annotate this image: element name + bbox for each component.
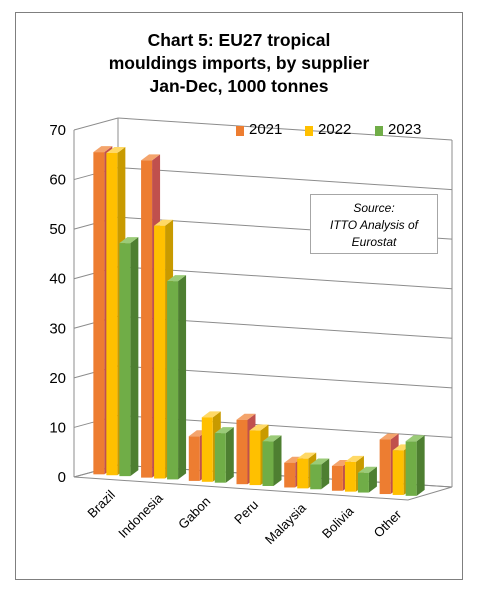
bar-top-brazil-2023 — [119, 237, 139, 244]
bar-peru-2023 — [262, 441, 274, 486]
bar-side-gabon-2023 — [225, 427, 234, 483]
bar-bolivia-2021 — [331, 465, 343, 491]
bar-other-2022 — [392, 450, 404, 495]
bar-side-malaysia-2023 — [321, 458, 330, 490]
bar-top-peru-2022 — [249, 424, 269, 431]
y-tick-label-10: 10 — [49, 419, 66, 436]
bar-top-indonesia-2021 — [141, 154, 161, 161]
bar-malaysia-2023 — [310, 464, 322, 490]
bar-bolivia-2022 — [344, 461, 356, 492]
category-label-peru: Peru — [231, 497, 261, 527]
source-line-1: Source: — [353, 201, 395, 215]
bar-side-brazil-2023 — [130, 237, 139, 477]
source-line-2: ITTO Analysis of — [329, 218, 419, 232]
legend-swatch-2021 — [236, 126, 244, 136]
bar-side-indonesia-2023 — [178, 275, 187, 480]
bar-top-indonesia-2022 — [154, 219, 174, 226]
bar-brazil-2021 — [93, 152, 105, 475]
gridline-40 — [117, 266, 453, 290]
bar-gabon-2023 — [214, 433, 226, 483]
category-label-malaysia: Malaysia — [262, 500, 309, 547]
bar-top-gabon-2023 — [214, 427, 234, 434]
legend-label-2022: 2022 — [318, 121, 352, 138]
bar-top-indonesia-2023 — [167, 275, 187, 282]
y-tick-label-0: 0 — [58, 469, 66, 486]
bar-top-gabon-2022 — [201, 411, 221, 418]
bar-top-other-2021 — [379, 433, 399, 440]
source-line-3: Eurostat — [351, 235, 397, 249]
bar-bolivia-2023 — [357, 472, 369, 493]
bar-side-bolivia-2023 — [368, 466, 377, 493]
gridline-60 — [117, 167, 453, 191]
source-annotation: Source: ITTO Analysis of Eurostat — [310, 194, 438, 254]
side-gridline-70 — [73, 117, 119, 131]
bar-side-other-2023 — [416, 435, 425, 496]
bar-top-peru-2023 — [262, 435, 282, 442]
bar-malaysia-2021 — [284, 462, 296, 488]
bar-side-peru-2023 — [273, 435, 282, 486]
bar-top-brazil-2021 — [93, 146, 113, 153]
chart-title-line-2: mouldings imports, by supplier — [108, 53, 370, 73]
y-tick-label-40: 40 — [49, 271, 66, 288]
category-label-other: Other — [371, 506, 405, 540]
chart-title-line-1: Chart 5: EU27 tropical — [147, 30, 331, 50]
legend-swatch-2022 — [305, 126, 313, 136]
y-tick-label-60: 60 — [49, 172, 66, 189]
bar-top-bolivia-2023 — [357, 466, 377, 473]
bar-top-peru-2021 — [236, 413, 256, 420]
bar-top-malaysia-2023 — [310, 458, 330, 465]
bar-brazil-2022 — [106, 153, 118, 476]
y-tick-label-50: 50 — [49, 221, 66, 238]
chart-title-line-3: Jan-Dec, 1000 tonnes — [149, 76, 329, 96]
bar-other-2023 — [405, 441, 417, 496]
bar-indonesia-2021 — [141, 160, 153, 478]
bar-brazil-2023 — [119, 243, 131, 477]
bar-indonesia-2023 — [167, 281, 179, 480]
y-tick-label-20: 20 — [49, 370, 66, 387]
legend-swatch-2023 — [375, 126, 383, 136]
bar-other-2021 — [379, 439, 391, 495]
bar-top-other-2023 — [405, 435, 425, 442]
bar-malaysia-2022 — [297, 458, 309, 489]
bar-peru-2021 — [236, 419, 248, 485]
bar-gabon-2021 — [188, 436, 200, 481]
bar-gabon-2022 — [201, 417, 213, 482]
gridline-70 — [117, 117, 453, 141]
category-label-bolivia: Bolivia — [319, 503, 357, 541]
bar-indonesia-2022 — [154, 225, 166, 479]
y-tick-label-30: 30 — [49, 320, 66, 337]
bar-top-malaysia-2022 — [297, 452, 317, 459]
legend-label-2023: 2023 — [388, 121, 422, 138]
bar-top-bolivia-2022 — [344, 455, 364, 462]
category-label-indonesia: Indonesia — [115, 490, 166, 541]
legend-label-2021: 2021 — [249, 121, 283, 138]
category-label-brazil: Brazil — [84, 487, 118, 521]
category-label-gabon: Gabon — [175, 494, 213, 532]
y-tick-label-70: 70 — [49, 122, 66, 139]
bar-peru-2022 — [249, 430, 261, 486]
bar-top-brazil-2022 — [106, 147, 126, 154]
